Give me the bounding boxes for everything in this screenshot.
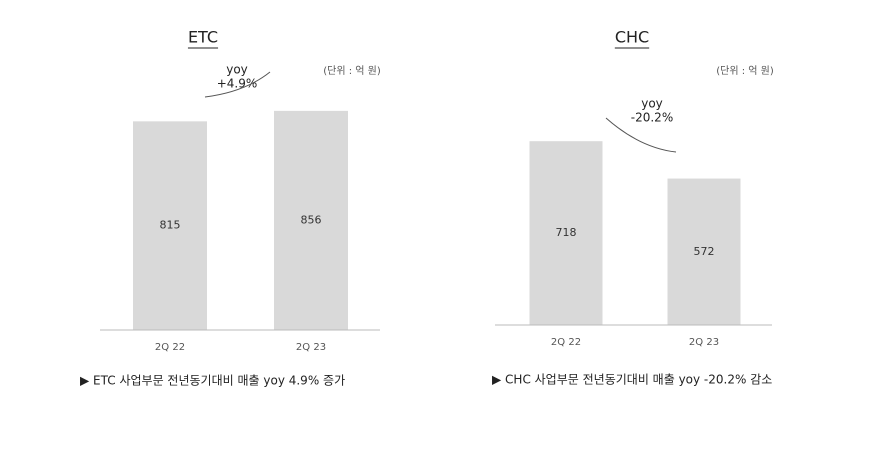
bar xyxy=(529,141,603,325)
caption: ▶ ETC 사업부문 전년동기대비 매출 yoy 4.9% 증가 xyxy=(80,374,345,388)
annotation: -20.2% xyxy=(631,111,673,125)
x-tick-label: 2Q 22 xyxy=(551,337,581,348)
unit-note: (단위 : 억 원) xyxy=(323,64,381,77)
x-tick-label: 2Q 22 xyxy=(155,342,185,353)
caption: ▶ CHC 사업부문 전년동기대비 매출 yoy -20.2% 감소 xyxy=(492,373,772,387)
unit-note: (단위 : 억 원) xyxy=(716,64,774,77)
bar xyxy=(274,110,348,330)
data-label: 572 xyxy=(694,245,715,258)
annotation-arc xyxy=(605,117,677,153)
bar xyxy=(133,121,207,330)
annotation: +4.9% xyxy=(217,77,258,91)
chart-title: CHC xyxy=(615,28,649,47)
chart-title: ETC xyxy=(188,28,218,47)
data-label: 856 xyxy=(301,213,322,226)
annotation-arc xyxy=(204,71,271,98)
data-label: 718 xyxy=(556,226,577,239)
x-tick-label: 2Q 23 xyxy=(689,337,719,348)
x-tick-label: 2Q 23 xyxy=(296,342,326,353)
annotation: yoy xyxy=(226,63,248,77)
annotation: yoy xyxy=(641,97,663,111)
bar xyxy=(667,178,741,325)
data-label: 815 xyxy=(160,219,181,232)
